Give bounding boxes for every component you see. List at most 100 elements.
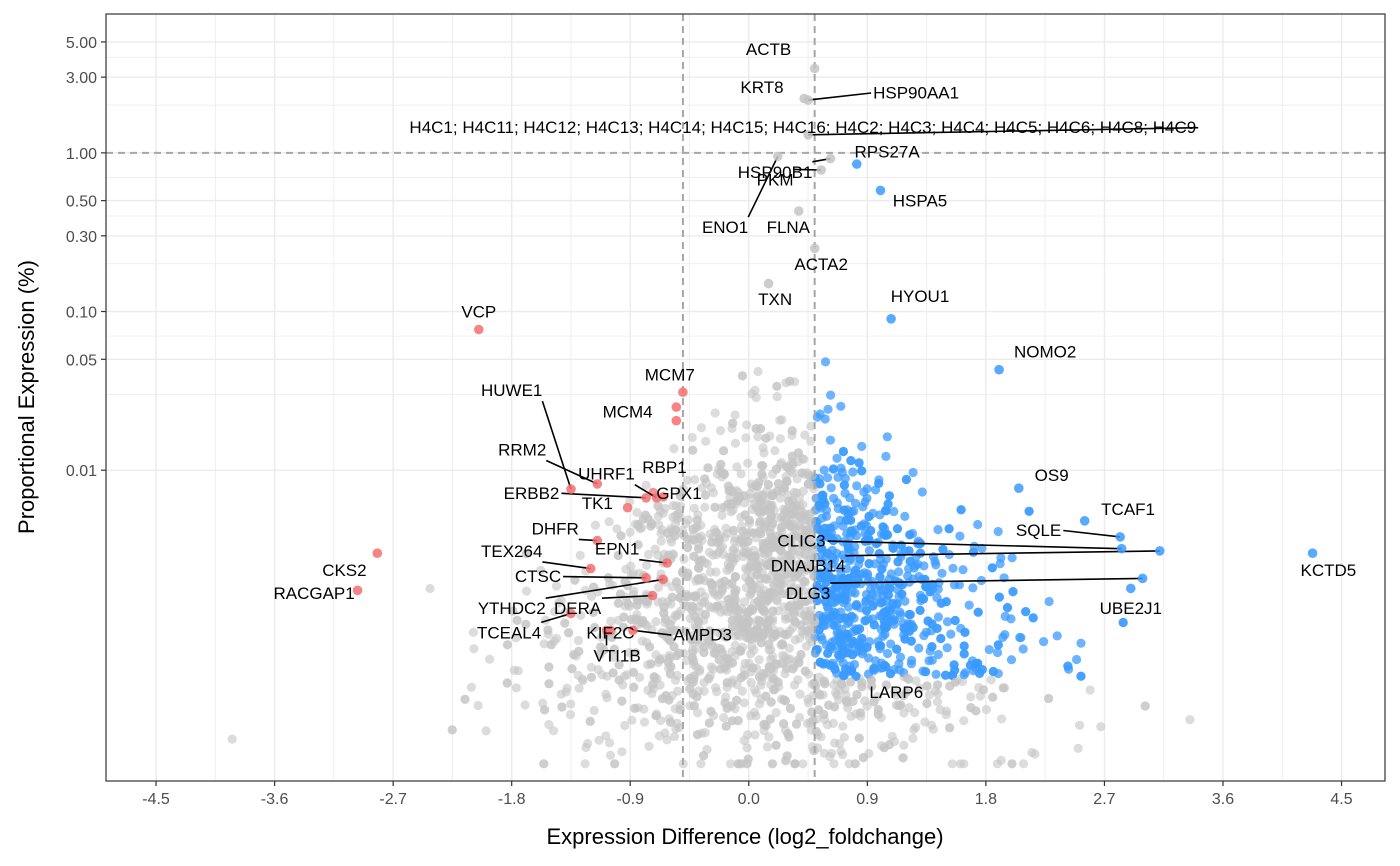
background-point xyxy=(585,716,595,727)
background-point xyxy=(761,574,771,584)
background-point xyxy=(610,759,620,769)
background-point xyxy=(895,607,905,617)
background-point xyxy=(739,548,749,558)
background-point xyxy=(609,644,619,654)
data-point-gpx1 xyxy=(658,492,668,502)
background-point xyxy=(867,681,877,691)
background-point xyxy=(862,484,872,494)
background-point xyxy=(843,648,853,658)
background-point xyxy=(1006,614,1016,624)
background-point xyxy=(775,493,785,503)
background-point xyxy=(766,645,776,655)
background-point xyxy=(657,694,668,704)
background-point xyxy=(666,599,676,609)
gene-label: RACGAP1 xyxy=(273,584,354,603)
background-point xyxy=(928,724,938,734)
gene-label: DLG3 xyxy=(786,584,830,603)
background-point xyxy=(764,732,774,742)
background-point xyxy=(709,648,720,658)
background-point xyxy=(945,681,955,691)
background-point xyxy=(511,683,521,693)
background-point xyxy=(874,641,885,651)
background-point xyxy=(800,549,810,559)
background-point xyxy=(745,631,755,641)
background-point xyxy=(565,710,576,720)
background-point xyxy=(771,659,781,669)
background-point xyxy=(770,630,780,640)
background-point xyxy=(861,596,871,607)
gene-label: PKM xyxy=(757,170,794,189)
x-tick-label: 2.7 xyxy=(1093,791,1115,808)
background-point xyxy=(673,509,684,519)
gene-label: OS9 xyxy=(1035,466,1069,485)
background-point xyxy=(776,545,786,555)
background-point xyxy=(801,530,811,541)
gene-label: CTSC xyxy=(515,567,561,586)
background-point xyxy=(502,640,513,650)
gene-label: HSP90B1 xyxy=(738,163,813,182)
background-point xyxy=(663,657,673,667)
background-point xyxy=(722,678,732,688)
background-point xyxy=(785,703,796,714)
gene-label: VCP xyxy=(461,303,496,322)
background-point xyxy=(1073,743,1083,754)
background-point xyxy=(717,584,727,594)
background-point xyxy=(502,678,512,688)
label-connector xyxy=(808,92,872,101)
background-point xyxy=(660,728,670,738)
background-point xyxy=(898,690,909,701)
background-point xyxy=(741,433,751,443)
gene-label: UBE2J1 xyxy=(1100,599,1162,618)
background-point xyxy=(950,615,960,626)
background-point xyxy=(670,675,681,686)
background-point xyxy=(881,620,891,630)
gene-label: KRT8 xyxy=(740,78,783,97)
background-point xyxy=(785,376,795,386)
background-point xyxy=(938,544,948,555)
data-point-os9 xyxy=(1014,483,1024,494)
data-point-sqle xyxy=(1115,532,1125,542)
data-point-cks2 xyxy=(372,548,383,558)
background-point xyxy=(933,525,943,535)
background-point xyxy=(744,616,754,626)
background-point xyxy=(1076,638,1086,648)
background-point xyxy=(840,613,850,623)
background-point xyxy=(521,619,531,629)
background-point xyxy=(908,467,918,478)
background-point xyxy=(814,625,824,635)
background-point xyxy=(606,616,616,626)
gene-label: HUWE1 xyxy=(481,381,542,400)
background-point xyxy=(614,675,624,685)
background-point xyxy=(728,525,739,536)
background-point xyxy=(997,714,1007,724)
background-point xyxy=(879,743,889,753)
y-tick-label: 0.10 xyxy=(66,305,97,322)
background-point xyxy=(919,631,929,641)
background-point xyxy=(669,444,679,454)
background-point xyxy=(899,708,909,718)
background-point xyxy=(608,652,618,662)
background-point xyxy=(668,500,678,511)
background-point xyxy=(796,649,806,660)
background-point xyxy=(879,607,889,618)
background-point xyxy=(716,426,726,436)
background-point xyxy=(893,557,903,567)
gene-label: MCM4 xyxy=(603,402,653,421)
background-point xyxy=(814,705,824,715)
background-point xyxy=(682,534,693,544)
background-point xyxy=(766,697,776,707)
background-point xyxy=(815,690,825,700)
background-point xyxy=(688,445,698,455)
background-point xyxy=(767,759,778,769)
background-point xyxy=(932,697,943,707)
background-point xyxy=(649,672,659,682)
gene-label: VTI1B xyxy=(593,647,640,666)
background-point xyxy=(701,436,711,446)
background-point xyxy=(771,708,781,718)
background-point xyxy=(720,576,730,586)
background-point xyxy=(468,627,478,637)
background-point xyxy=(931,669,941,680)
background-point xyxy=(637,636,647,646)
background-point xyxy=(790,572,800,582)
